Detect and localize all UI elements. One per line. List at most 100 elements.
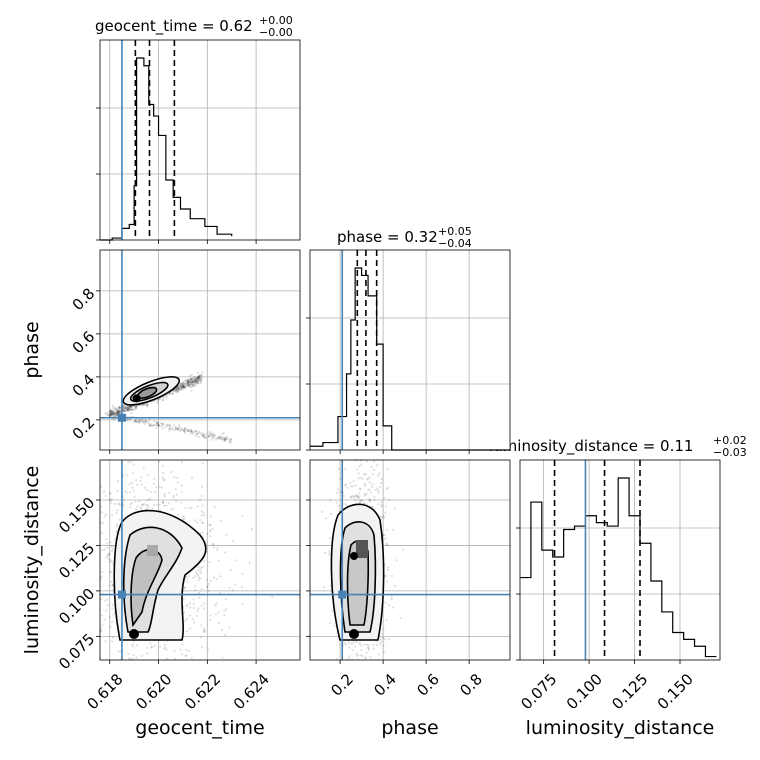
panel-geocent-time-vs-luminosity-distance-sample [199, 519, 202, 522]
panel-geocent-time-vs-luminosity-distance-sample [127, 461, 130, 464]
panel-geocent-time-vs-phase-sample [157, 423, 160, 427]
panel-geocent-time-vs-phase-sample [224, 437, 228, 441]
panel-geocent-time-vs-phase-sample [146, 403, 149, 406]
panel-geocent-time-vs-luminosity-distance-sample [208, 529, 212, 532]
panel-phase-vs-luminosity-distance-sample [337, 467, 340, 470]
panel-geocent-time-vs-luminosity-distance-sample [100, 614, 104, 617]
panel-geocent-time-vs-phase-sample [194, 378, 198, 381]
panel-geocent-time-vs-luminosity-distance-sample [198, 498, 202, 501]
panel-geocent-time-vs-phase-sample [190, 430, 193, 434]
panel-phase-vs-luminosity-distance-peak-2 [350, 552, 358, 560]
x-axis-label-phase: phase [381, 717, 438, 739]
panel-geocent-time-vs-luminosity-distance-sample [127, 657, 130, 660]
panel-phase-vs-luminosity-distance-sample [393, 585, 397, 588]
title-geocent-time-main: geocent_time = 0.62 [95, 17, 253, 36]
panel-geocent-time-vs-phase-sample [181, 382, 184, 385]
panel-geocent-time-vs-phase-sample [177, 387, 180, 390]
panel-geocent-time-vs-luminosity-distance-ytick-label-1: 0.100 [55, 585, 98, 628]
panel-phase-vs-luminosity-distance-sample [390, 598, 393, 601]
panel-geocent-time-vs-phase-sample [117, 408, 120, 411]
panel-phase-vs-luminosity-distance-sample [387, 568, 390, 572]
panel-phase-vs-luminosity-distance-sample [321, 510, 324, 513]
panel-geocent-time-vs-phase-sample [187, 429, 190, 433]
panel-geocent-time-vs-phase-sample [164, 425, 167, 428]
panel-phase-vs-luminosity-distance-sample [380, 632, 383, 635]
x-axis-label-geocent-time: geocent_time [135, 717, 264, 739]
panel-geocent-time-vs-phase-sample [208, 433, 211, 436]
panel-phase-vs-luminosity-distance-sample [368, 498, 371, 501]
panel-geocent-time-vs-phase-sample [188, 381, 191, 384]
panel-phase-vs-luminosity-distance-sample [329, 536, 332, 540]
panel-geocent-time-vs-phase-sample [118, 406, 121, 409]
panel-phase-vs-luminosity-distance-sample [354, 484, 357, 487]
panel-geocent-time-vs-phase-sample [169, 425, 172, 428]
panel-geocent-time-vs-phase-sample [112, 411, 115, 414]
panel-geocent-time-vs-phase-sample [165, 397, 168, 400]
panel-phase-vs-luminosity-distance-sample [344, 467, 347, 471]
panel-geocent-time-vs-phase-sample [112, 413, 115, 417]
panel-geocent-time-vs-luminosity-distance-sample [116, 509, 119, 512]
panel-geocent-time-vs-luminosity-distance-sample [201, 521, 204, 524]
panel-geocent-time-vs-phase-sample [228, 438, 231, 442]
panel-geocent-time-vs-luminosity-distance-sample [200, 624, 203, 627]
panel-geocent-time-vs-phase-sample [126, 408, 129, 412]
panel-geocent-time-vs-luminosity-distance-sample [125, 491, 128, 494]
panel-geocent-time-vs-phase-sample [117, 411, 120, 414]
panel-geocent-time-vs-phase-sample [131, 408, 134, 412]
panel-geocent-time-vs-phase-sample [152, 424, 155, 427]
panel-phase-vs-luminosity-distance-sample [366, 646, 370, 649]
panel-geocent-time-vs-luminosity-distance-sample [172, 494, 175, 497]
panel-geocent-time-vs-phase-sample [176, 386, 179, 389]
panel-phase-vs-luminosity-distance-sample [384, 511, 387, 514]
panel-geocent-time-vs-phase-sample [184, 382, 187, 386]
panel-geocent-time-vs-luminosity-distance-sample [188, 627, 191, 630]
panel-geocent-time-vs-phase-sample [192, 379, 195, 383]
panel-geocent-time-vs-phase-sample [178, 429, 182, 432]
panel-geocent-time-vs-luminosity-distance-sample [110, 502, 113, 505]
panel-geocent-time-vs-luminosity-distance-sample [192, 621, 196, 624]
panel-geocent-time-vs-luminosity-distance-sample [228, 626, 231, 629]
hist-panel-luminosity-distance-step [520, 477, 717, 658]
panel-geocent-time-vs-luminosity-distance-sample [271, 595, 274, 599]
panel-geocent-time-vs-phase-sample [223, 439, 226, 442]
panel-geocent-time-vs-phase-sample [191, 384, 194, 387]
panel-geocent-time-vs-luminosity-distance-sample [207, 648, 210, 651]
panel-phase-vs-luminosity-distance: 0.2 0.4 0.6 0.8 [306, 459, 511, 700]
panel-geocent-time-vs-phase-sample [113, 411, 116, 415]
panel-phase-vs-luminosity-distance-sample [382, 516, 385, 519]
panel-geocent-time-vs-phase-sample [190, 377, 193, 381]
panel-geocent-time-vs-phase-sample [199, 432, 203, 435]
panel-phase-vs-luminosity-distance-sample [374, 489, 377, 492]
panel-geocent-time-vs-luminosity-distance-sample [196, 614, 199, 618]
panel-geocent-time-vs-phase-sample [174, 388, 177, 391]
panel-geocent-time-vs-phase-sample [197, 379, 200, 382]
panel-geocent-time-vs-phase-sample [171, 393, 174, 396]
panel-geocent-time-vs-phase-sample [186, 381, 189, 384]
panel-geocent-time-vs-phase-sample [110, 410, 114, 413]
panel-geocent-time-vs-phase-sample [193, 378, 196, 381]
panel-geocent-time-vs-phase-sample [178, 424, 181, 427]
panel-geocent-time-vs-phase-sample [182, 383, 186, 386]
panel-geocent-time-vs-phase-sample [191, 378, 194, 381]
panel-geocent-time-vs-phase-sample [123, 406, 126, 410]
panel-phase-vs-luminosity-distance-sample [367, 648, 370, 651]
panel-phase-vs-luminosity-distance-sample [363, 656, 366, 659]
panel-phase-vs-luminosity-distance-sample [387, 566, 390, 569]
panel-geocent-time-vs-luminosity-distance-sample [168, 491, 171, 494]
panel-geocent-time-vs-phase-sample [190, 381, 193, 384]
panel-geocent-time-vs-luminosity-distance-sample [185, 575, 188, 578]
panel-geocent-time-vs-luminosity-distance-sample [192, 598, 195, 601]
title-luminosity-distance-sup: +0.02 [713, 434, 747, 447]
panel-geocent-time-vs-phase-sample [181, 383, 184, 386]
hist-panel-luminosity-distance-xtick-label-0: 0.075 [517, 670, 560, 713]
panel-geocent-time-vs-luminosity-distance-sample [202, 521, 205, 524]
panel-phase-vs-luminosity-distance-sample [388, 498, 391, 501]
panel-phase-vs-luminosity-distance-sample [329, 584, 332, 587]
panel-geocent-time-vs-phase-sample [197, 375, 200, 378]
panel-geocent-time-vs-phase-sample [199, 378, 202, 381]
panel-geocent-time-vs-phase-sample [125, 409, 129, 412]
panel-geocent-time-vs-phase-sample [179, 383, 183, 386]
panel-phase-vs-luminosity-distance-sample [376, 487, 379, 490]
panel-geocent-time-vs-phase-sample [109, 412, 112, 416]
